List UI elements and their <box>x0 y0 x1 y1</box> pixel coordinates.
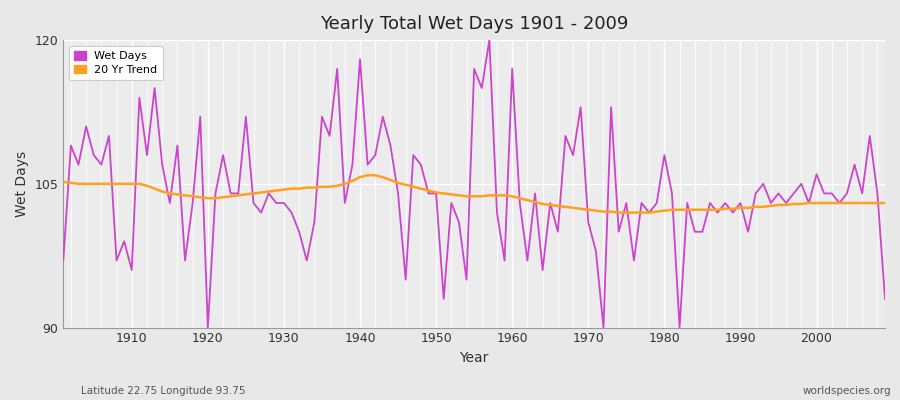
Title: Yearly Total Wet Days 1901 - 2009: Yearly Total Wet Days 1901 - 2009 <box>320 15 628 33</box>
Legend: Wet Days, 20 Yr Trend: Wet Days, 20 Yr Trend <box>68 46 163 80</box>
X-axis label: Year: Year <box>460 351 489 365</box>
Y-axis label: Wet Days: Wet Days <box>15 151 29 217</box>
Text: Latitude 22.75 Longitude 93.75: Latitude 22.75 Longitude 93.75 <box>81 386 246 396</box>
Text: worldspecies.org: worldspecies.org <box>803 386 891 396</box>
